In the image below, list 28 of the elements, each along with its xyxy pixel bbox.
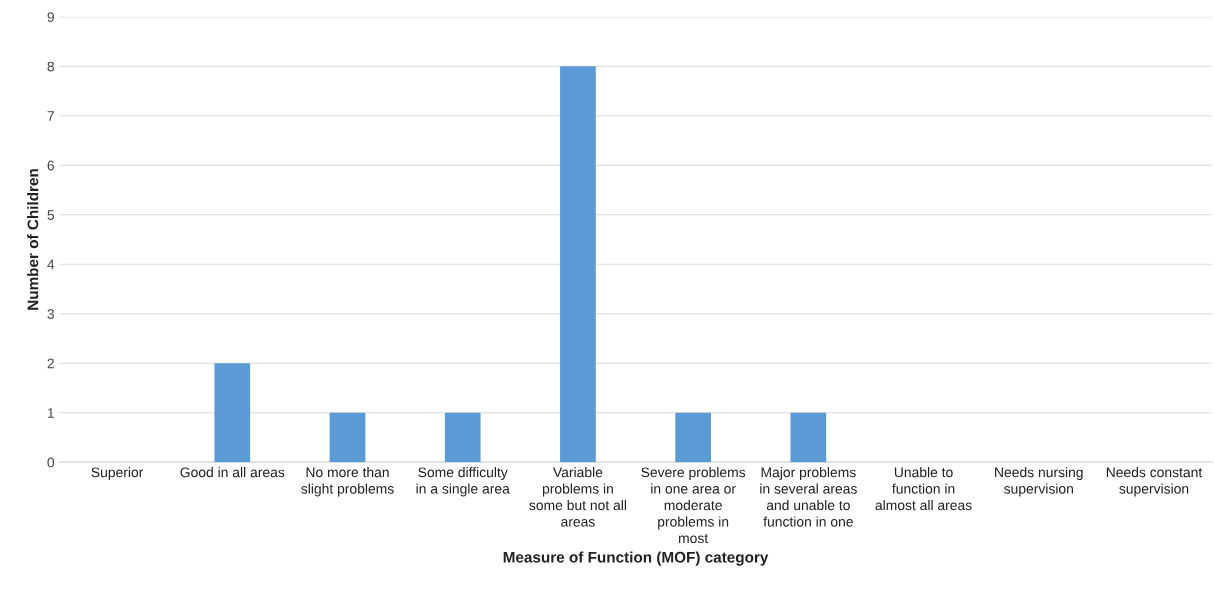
x-tick-label: Good in all areas	[180, 467, 285, 478]
x-tick-label: Severe problems in one area or moderate problems in most	[641, 467, 746, 544]
y-tick-label: 6	[47, 160, 55, 171]
y-tick-label: 3	[47, 309, 55, 319]
bar	[675, 412, 711, 463]
y-tick-label: 4	[47, 259, 55, 270]
bar	[214, 363, 251, 463]
y-tick-label: 0	[47, 457, 55, 468]
x-tick-label: Superior	[91, 467, 144, 480]
x-axis-title: Measure of Function (MOF) category	[503, 551, 769, 566]
x-tick-label: Needs nursing supervision	[995, 467, 1083, 497]
y-axis-title: Number of Children	[27, 169, 39, 310]
bar	[560, 66, 596, 463]
x-tick-label: No more than slight problems	[301, 467, 394, 497]
bar	[329, 412, 366, 463]
bar	[444, 412, 481, 463]
y-tick-label: 1	[47, 408, 54, 418]
x-tick-label: Some difficulty in a single area	[416, 467, 510, 497]
x-tick-label: Unable to function in almost all areas	[875, 467, 972, 511]
y-tick-label: 9	[47, 12, 54, 22]
y-tick-label: 5	[47, 210, 55, 220]
x-tick-label: Variable problems in some but not all areas	[529, 467, 627, 527]
y-tick-label: 2	[47, 358, 54, 369]
y-tick-label: 7	[47, 111, 54, 121]
x-tick-label: Major problems in several areas and unable to function in one	[760, 467, 857, 527]
bar	[790, 412, 827, 463]
x-tick-label: Needs constant supervision	[1106, 467, 1203, 497]
y-tick-label: 8	[47, 61, 55, 72]
